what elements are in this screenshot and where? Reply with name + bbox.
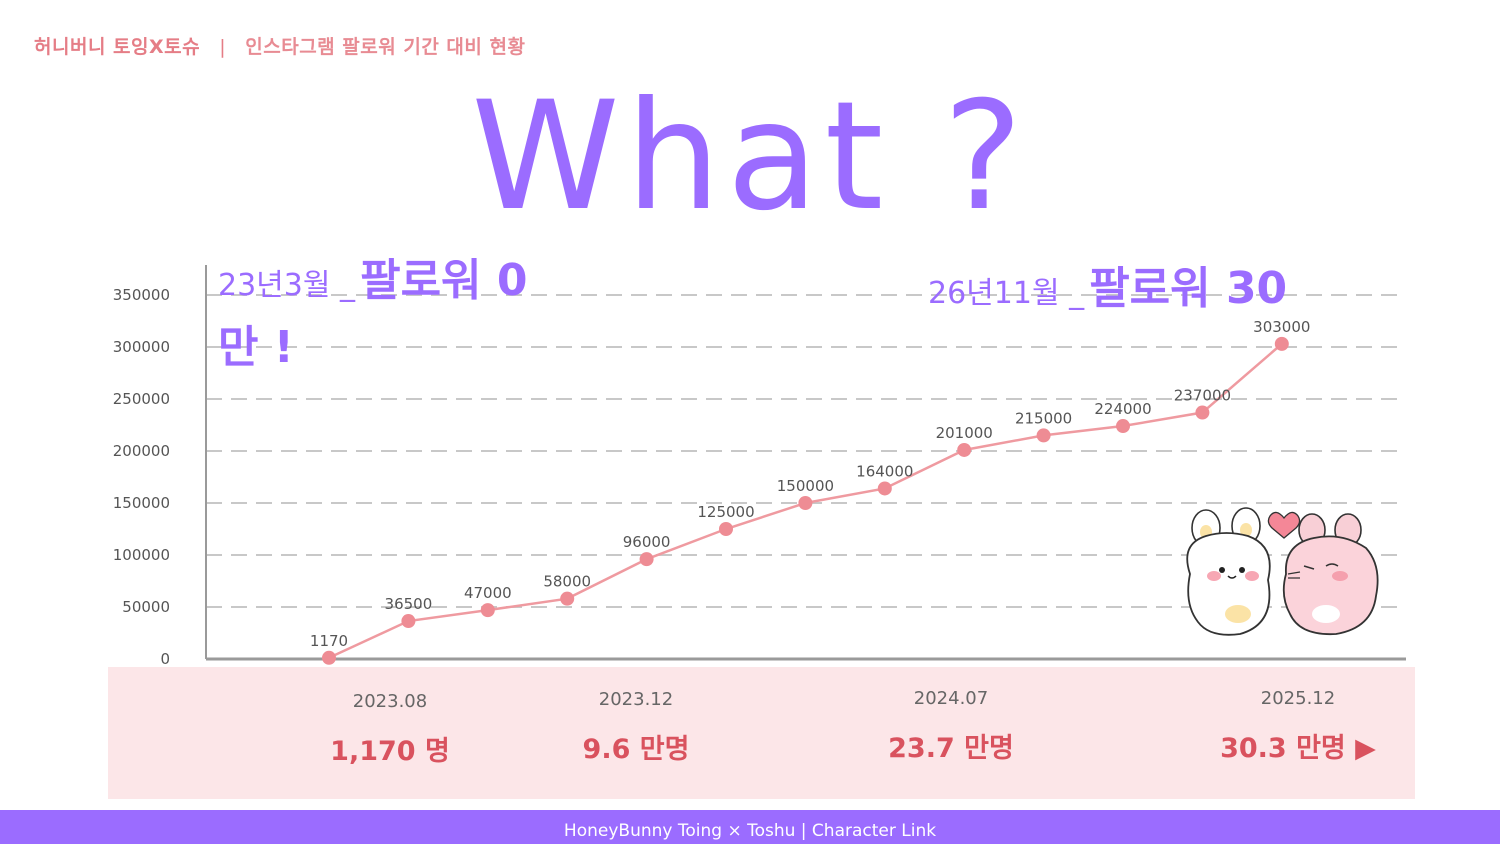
summary-item: 2023.08 1,170 명	[290, 691, 490, 768]
hero-title: What ?	[471, 70, 1029, 244]
data-label: 58000	[543, 573, 591, 591]
data-point	[322, 650, 336, 665]
heart-icon	[1267, 511, 1301, 539]
summary-value: 30.3 만명 ▶	[1220, 733, 1376, 764]
caption-end-text: 팔로워 30	[1089, 263, 1288, 314]
header-subtitle: 인스타그램 팔로워 기간 대비 현황	[245, 36, 526, 58]
data-label: 237000	[1174, 387, 1231, 405]
summary-date: 2025.12	[1260, 688, 1336, 709]
data-label: 215000	[1015, 409, 1072, 427]
y-tick-label: 0	[160, 650, 170, 668]
summary-date: 2024.07	[913, 688, 989, 709]
data-point	[798, 496, 813, 510]
data-point	[480, 603, 495, 618]
data-point	[1195, 405, 1210, 420]
y-tick-label: 250000	[113, 390, 170, 408]
summary-value: 23.7 만명	[888, 733, 1014, 764]
summary-item: 2024.07 23.7 만명	[851, 688, 1051, 765]
summary-date: 2023.12	[598, 689, 674, 710]
data-label: 303000	[1253, 318, 1310, 336]
caption-end: 26년11월 _ 팔로워 30	[928, 252, 1287, 316]
y-tick-label: 50000	[122, 598, 170, 616]
y-tick-label: 100000	[113, 546, 170, 564]
data-point	[401, 614, 416, 629]
data-point	[1116, 419, 1130, 434]
y-tick-label: 350000	[113, 286, 170, 304]
caption-start-date: 23년3월 _	[218, 268, 355, 303]
data-label: 96000	[623, 533, 671, 551]
caption-end-date: 26년11월 _	[928, 276, 1085, 311]
data-point	[719, 522, 733, 536]
data-label: 164000	[856, 462, 913, 480]
data-point	[957, 442, 972, 457]
summary-value: 9.6 만명	[582, 734, 690, 765]
data-point	[1274, 336, 1289, 351]
caption-start-tail: 만 !	[218, 322, 294, 373]
pink-bunny-icon	[1282, 513, 1379, 636]
caption-start-text: 팔로워 0	[360, 255, 528, 306]
data-label: 36500	[385, 595, 433, 613]
data-label: 1170	[310, 632, 348, 650]
data-label: 150000	[777, 477, 834, 495]
white-bunny-icon	[1186, 507, 1271, 636]
bunny-couple-illustration	[1186, 507, 1379, 636]
y-tick-label: 300000	[113, 338, 170, 356]
summary-value: 1,170 명	[330, 736, 450, 767]
data-point	[639, 552, 654, 567]
summary-item: 2023.12 9.6 만명	[536, 689, 736, 766]
summary-date: 2023.08	[352, 691, 428, 712]
summary-item: 2025.12 30.3 만명 ▶	[1188, 688, 1408, 765]
data-point	[1036, 428, 1051, 443]
caption-start: 23년3월 _ 팔로워 0 만 !	[218, 252, 638, 386]
data-point	[560, 591, 575, 606]
data-label: 125000	[697, 503, 754, 521]
data-label: 47000	[464, 584, 512, 602]
footer-text: HoneyBunny Toing × Toshu | Character Lin…	[563, 821, 937, 841]
data-point	[877, 481, 892, 496]
summary-panel: 2023.08 1,170 명 2023.12 9.6 만명 2024.07 2…	[108, 667, 1415, 799]
header-separator: |	[219, 36, 227, 58]
data-label: 224000	[1094, 400, 1151, 418]
y-tick-label: 150000	[113, 494, 170, 512]
brand-name: 허니버니 토잉X토슈	[34, 36, 201, 58]
footer-bar: HoneyBunny Toing × Toshu | Character Lin…	[0, 810, 1500, 844]
header-label: 허니버니 토잉X토슈 | 인스타그램 팔로워 기간 대비 현황	[34, 32, 525, 59]
y-tick-label: 200000	[113, 442, 170, 460]
data-label: 201000	[936, 424, 993, 442]
